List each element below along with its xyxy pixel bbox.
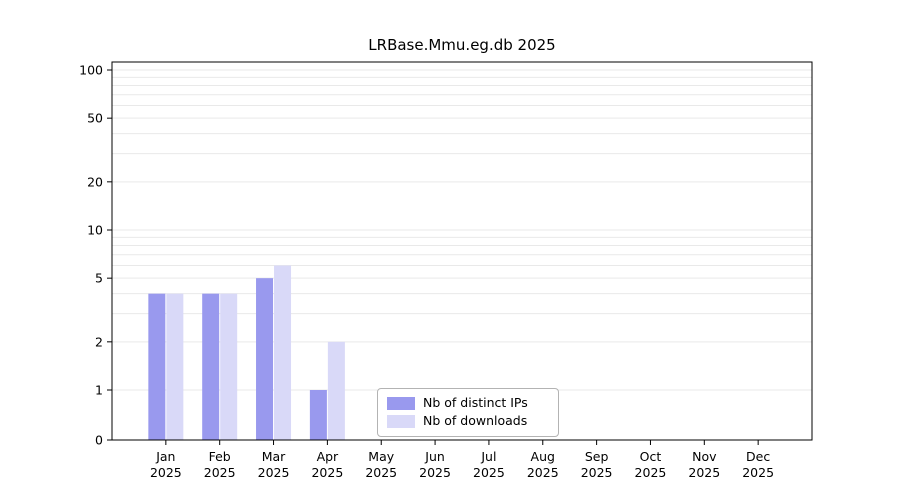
x-tick-label: Dec 2025 [742,449,774,480]
y-tick-label: 100 [79,63,103,78]
x-tick-label: Mar 2025 [258,449,290,480]
y-tick-label: 1 [95,383,103,398]
x-tick-label: May 2025 [365,449,397,480]
y-tick-label: 10 [87,223,103,238]
bar-distinct-ips-mar [256,278,274,440]
x-tick-label: Jan 2025 [150,449,182,480]
y-tick-label: 2 [95,334,103,349]
plot-border [111,61,813,441]
x-tick-label: Aug 2025 [527,449,559,480]
bar-downloads-apr [327,341,345,440]
y-tick-label: 20 [87,174,103,189]
bar-distinct-ips-feb [202,293,220,440]
x-tick-label: Feb 2025 [204,449,236,480]
legend-swatch-distinct-ips [387,397,415,410]
bar-downloads-jan [166,293,184,440]
x-tick-label: Sep 2025 [581,449,613,480]
legend-item-distinct-ips: Nb of distinct IPs [387,397,558,410]
legend-swatch-downloads [387,415,415,428]
x-tick-label: Oct 2025 [635,449,667,480]
legend-label-downloads: Nb of downloads [423,413,528,429]
bar-downloads-mar [274,265,292,440]
x-tick-label: Apr 2025 [311,449,343,480]
y-tick-label: 0 [95,433,103,448]
chart-title: LRBase.Mmu.eg.db 2025 [368,36,556,54]
chart-legend: Nb of distinct IPs Nb of downloads [377,388,559,437]
x-tick-label: Nov 2025 [688,449,720,480]
x-tick-label: Jul 2025 [473,449,505,480]
y-tick-label: 5 [95,271,103,286]
legend-label-distinct-ips: Nb of distinct IPs [423,395,528,411]
x-tick-label: Jun 2025 [419,449,451,480]
bar-downloads-feb [220,293,238,440]
bar-distinct-ips-apr [309,390,327,440]
legend-item-downloads: Nb of downloads [387,415,558,428]
y-tick-label: 50 [87,111,103,126]
bar-distinct-ips-jan [148,293,166,440]
